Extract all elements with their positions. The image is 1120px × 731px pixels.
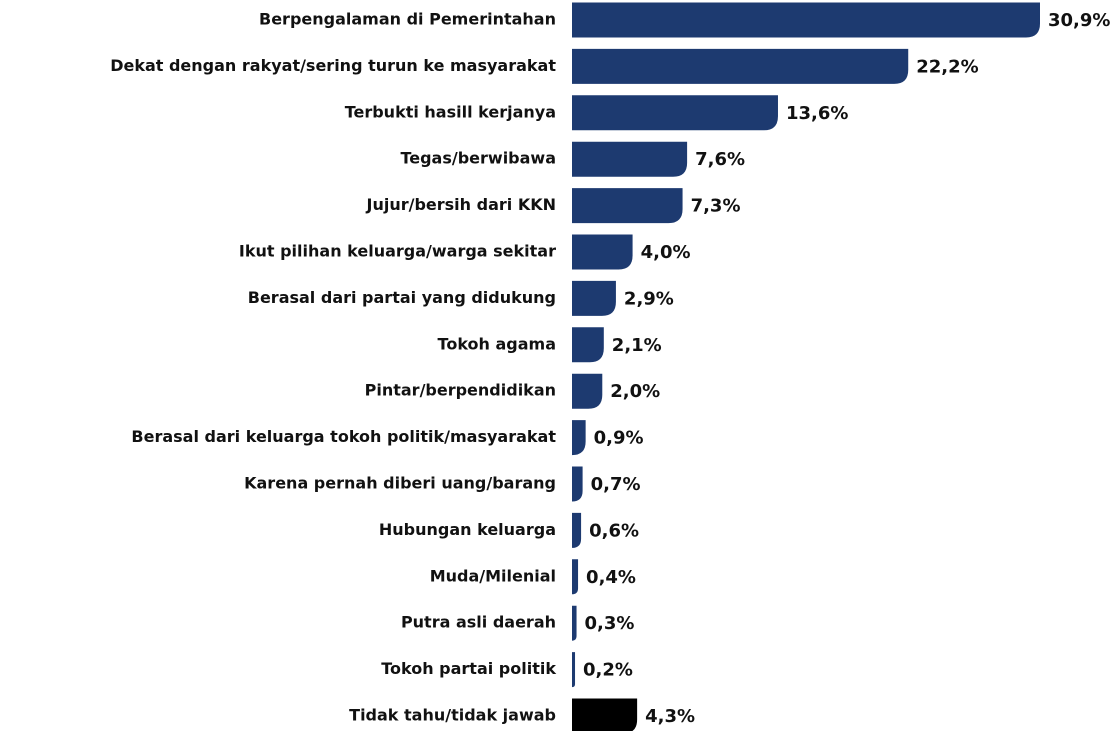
bar [572,605,577,641]
value-label: 4,0% [641,242,691,263]
category-label: Muda/Milenial [430,566,556,585]
value-label: 0,6% [589,520,639,541]
bar [572,234,633,270]
value-label: 22,2% [916,56,978,77]
value-label: 30,9% [1048,10,1110,31]
bar [572,420,586,456]
value-label: 0,9% [594,428,644,449]
bar [572,698,638,731]
bar [572,48,909,84]
category-label: Pintar/berpendidikan [365,381,556,400]
value-label: 2,1% [612,335,662,356]
value-label: 2,0% [610,381,660,402]
value-label: 7,6% [695,149,745,170]
bar [572,141,688,177]
category-label: Tokoh agama [438,334,556,353]
bar [572,2,1040,38]
category-label: Berpengalaman di Pemerintahan [259,10,556,29]
value-label: 0,7% [591,474,641,495]
bar [572,373,603,409]
category-label: Berasal dari partai yang didukung [248,288,556,307]
value-label: 0,3% [585,613,635,634]
value-label: 13,6% [786,103,848,124]
category-label: Tidak tahu/tidak jawab [349,706,556,725]
bar [572,95,778,131]
value-label: 7,3% [691,196,741,217]
value-label: 2,9% [624,288,674,309]
bar [572,559,579,595]
bar [572,652,576,688]
category-label: Putra asli daerah [401,613,556,632]
category-label: Hubungan keluarga [379,520,556,539]
bar [572,466,583,502]
category-label: Berasal dari keluarga tokoh politik/masy… [131,427,556,446]
value-label: 0,4% [586,567,636,588]
bar [572,512,582,548]
bar [572,188,683,224]
bar [572,280,616,316]
bar [572,327,604,363]
category-label: Dekat dengan rakyat/sering turun ke masy… [110,56,556,75]
category-label: Karena pernah diberi uang/barang [244,474,556,493]
category-label: Ikut pilihan keluarga/warga sekitar [239,242,556,261]
value-label: 0,2% [583,660,633,681]
value-label: 4,3% [645,706,695,727]
category-label: Tokoh partai politik [381,659,556,678]
category-label: Tegas/berwibawa [400,149,556,168]
category-label: Jujur/bersih dari KKN [366,195,557,214]
category-label: Terbukti hasill kerjanya [345,102,556,121]
